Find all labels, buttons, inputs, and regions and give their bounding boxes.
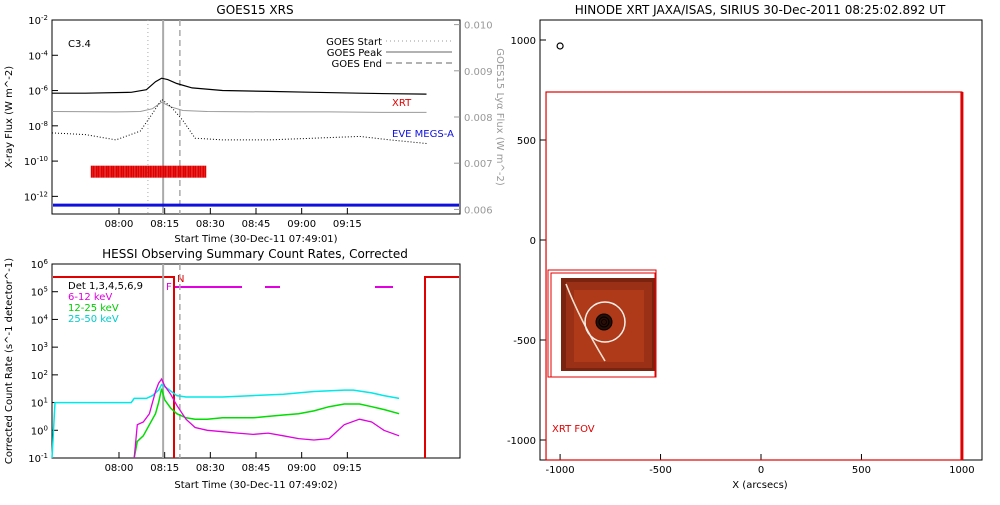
legend-detectors: Det 1,3,4,5,6,9 [68,281,143,292]
xrt-y-ticks: 1000 500 0 -500 -1000 [507,36,546,447]
hessi-y-label: Corrected Count Rate (s^-1 detector^-1) [4,258,15,464]
hessi-x-label: Start Time (30-Dec-11 07:49:02) [174,480,337,491]
hessi-attenuator-right [424,276,459,458]
goes-title: GOES15 XRS [216,3,293,17]
xrt-plot-frame [539,19,983,461]
xrt-flare-contour [598,316,610,328]
xrt-contour-circle [584,301,626,343]
xrt-y-tick-label: -1000 [507,436,536,447]
xrt-fov-box [545,91,963,461]
goes-y2-tick-label: 0.008 [464,113,493,124]
hessi-x-tick-label: 08:00 [105,463,134,474]
goes-x-tick-label: 08:45 [242,219,271,230]
goes-lya-flux-line [51,101,427,113]
annotation-eve-megs-a: EVE MEGS-A [392,129,454,140]
goes-y-tick-label: 10-8 [28,120,48,133]
xrt-x-tick-label: -1000 [546,465,575,476]
hessi-y-tick-label: 102 [31,369,48,382]
goes-x-tick-label: 09:15 [333,219,362,230]
legend-goes-peak: GOES Peak [327,48,382,59]
goes-y2-tick-label: 0.009 [464,67,493,78]
hessi-plot-frame [51,263,461,459]
xrt-y-tick-label: 1000 [511,36,536,47]
goes-y-ticks: 10-2 10-4 10-6 10-8 10-10 10-12 [24,14,58,203]
legend-12-25kev: 12-25 keV [68,303,119,314]
hessi-x-tick-label: 08:15 [150,463,179,474]
goes-y2-ticks: 0.010 0.009 0.008 0.007 0.006 [454,21,493,216]
hessi-x-tick-label: 08:30 [196,463,225,474]
xrt-x-tick-label: 500 [852,465,871,476]
goes-panel: GOES15 XRS 08:00 08:15 08:30 08:45 09:00 09:1… [4,3,505,245]
xrt-flare-contour [601,319,607,325]
xrt-panel: HINODE XRT JAXA/ISAS, SIRIUS 30-Dec-2011… [507,3,983,491]
hessi-title: HESSI Observing Summary Count Rates, Cor… [102,247,408,261]
legend-6-12kev: 6-12 keV [68,292,112,303]
goes-x-tick-label: 08:15 [150,219,179,230]
xrt-image [547,269,657,378]
xrt-x-ticks: -1000 -500 0 500 1000 [546,454,975,476]
hessi-x-tick-label: 08:45 [242,463,271,474]
goes-x-label: Start Time (30-Dec-11 07:49:01) [174,234,337,245]
goes-y2-label: GOES15 Lyα Flux (W m^-2) [494,48,505,186]
legend-25-50kev: 25-50 keV [68,314,119,325]
goes-y-tick-label: 10-12 [24,190,48,203]
hessi-12-25kev-line [133,388,400,459]
xrt-y-tick-label: -500 [513,336,536,347]
xrt-flare-core [595,313,613,331]
goes-y2-tick-label: 0.006 [464,205,493,216]
hessi-y-tick-label: 106 [31,258,49,271]
xrt-y-tick-label: 500 [517,136,536,147]
hessi-flag-f: F [166,282,172,293]
goes-short-channel-line [51,98,427,144]
goes-y-tick-label: 10-2 [28,14,48,27]
hessi-y-tick-label: 101 [31,397,48,410]
hessi-25-50kev-line [51,383,400,459]
legend-goes-start: GOES Start [326,37,382,48]
xrt-position-marker [556,42,564,50]
annotation-xrt: XRT [392,98,412,109]
goes-y2-tick-label: 0.007 [464,159,493,170]
goes-x-tick-label: 08:00 [105,219,134,230]
goes-x-tick-label: 08:30 [196,219,225,230]
hessi-x-ticks: 08:00 08:15 08:30 08:45 09:00 09:15 [105,452,362,474]
hessi-x-tick-label: 09:15 [333,463,362,474]
hessi-x-tick-label: 09:00 [287,463,316,474]
xrt-fov-label: XRT FOV [552,424,595,435]
xrt-x-tick-label: 1000 [949,465,974,476]
goes-x-ticks: 08:00 08:15 08:30 08:45 09:00 09:15 [105,208,362,230]
goes-class-label: C3.4 [68,39,91,50]
goes-long-channel-line [52,77,427,95]
hessi-y-tick-label: 103 [31,341,48,354]
hessi-flag-n: N [177,274,184,285]
goes-x-tick-label: 09:00 [287,219,316,230]
hessi-y-tick-label: 10-1 [28,452,48,465]
xrt-x-tick-label: -500 [649,465,672,476]
xrt-y-tick-label: 0 [530,236,536,247]
goes-y-tick-label: 10-10 [24,155,48,168]
goes-plot-frame [51,19,461,215]
xrt-title: HINODE XRT JAXA/ISAS, SIRIUS 30-Dec-2011… [575,3,946,17]
xrt-limb-arc [565,283,606,362]
xrt-x-label: X (arcsecs) [732,480,788,491]
hessi-y-tick-label: 104 [31,313,49,326]
goes-y-tick-label: 10-4 [28,49,48,62]
goes-y2-tick-label: 0.010 [464,21,493,32]
xrt-coverage-bars [90,165,207,178]
hessi-6-12kev-line [133,377,400,459]
hessi-y-tick-label: 105 [31,286,48,299]
hessi-y-tick-label: 100 [31,424,48,437]
goes-y-tick-label: 10-6 [28,85,48,98]
xrt-x-tick-label: 0 [758,465,764,476]
legend-goes-end: GOES End [332,59,382,70]
goes-y-label: X-ray Flux (W m^-2) [4,66,15,168]
hessi-panel: HESSI Observing Summary Count Rates, Cor… [4,247,461,491]
